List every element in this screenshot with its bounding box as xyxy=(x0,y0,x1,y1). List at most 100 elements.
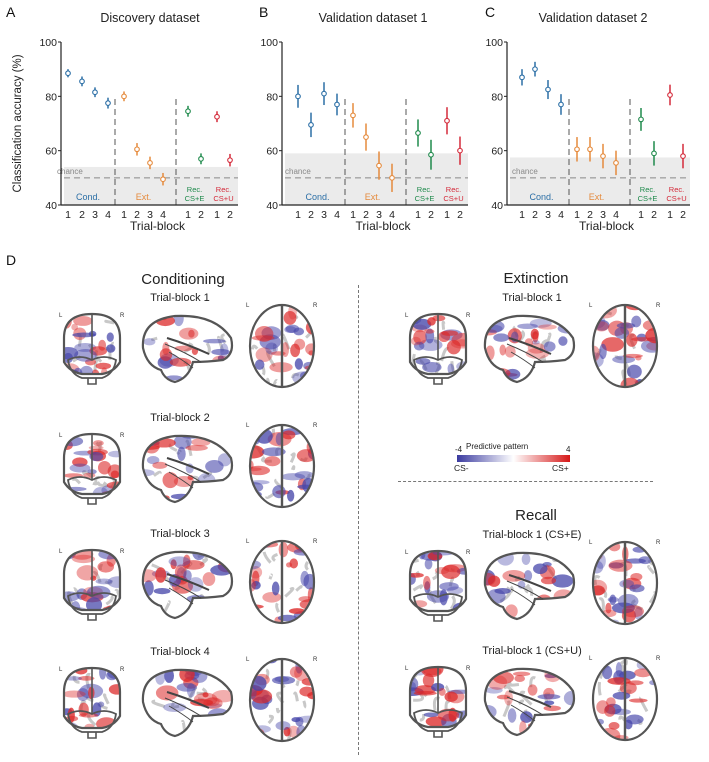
activation-blob-cs-minus xyxy=(439,582,459,591)
gyrus-outline xyxy=(104,319,115,325)
orientation-right-label: R xyxy=(656,656,661,662)
gyrus-outline xyxy=(275,707,281,714)
data-point xyxy=(350,112,356,119)
brainstem-outline xyxy=(87,732,97,739)
activation-blob-cs-plus xyxy=(179,669,195,682)
chart-title: Discovery dataset xyxy=(100,11,200,25)
section-divider-horizontal xyxy=(398,481,653,482)
activation-blob-cs-plus xyxy=(188,329,195,338)
activation-blob-cs-plus xyxy=(290,343,301,358)
brain-sagittal-view xyxy=(483,314,576,384)
activation-blob-cs-minus xyxy=(80,365,93,374)
gyrus-outline xyxy=(67,591,74,605)
activation-blob-cs-plus xyxy=(499,344,506,356)
gyrus-outline xyxy=(432,570,439,581)
gyrus-outline xyxy=(441,320,446,330)
activation-blob-cs-plus xyxy=(622,353,643,358)
x-tick-label: 2 xyxy=(587,209,593,221)
colorbar-gradient xyxy=(457,455,570,462)
group-label: CS+U xyxy=(213,194,233,203)
cerebellum-outline xyxy=(67,476,117,499)
group-label: Rec. xyxy=(187,185,202,194)
activation-blob-cs-plus xyxy=(196,721,217,737)
activation-blob-cs-minus xyxy=(284,326,297,333)
brainstem-outline xyxy=(87,614,97,621)
activation-blob-cs-minus xyxy=(107,576,120,588)
x-tick-label: 2 xyxy=(457,209,463,221)
activation-blob-cs-plus xyxy=(533,602,557,609)
brainstem-outline xyxy=(433,731,443,738)
panel-letter-b: B xyxy=(259,4,269,20)
brain-outline xyxy=(408,665,468,729)
orientation-left-label: L xyxy=(246,303,250,309)
activation-blob-cs-minus xyxy=(424,558,433,570)
x-tick-label: 1 xyxy=(121,209,127,221)
x-tick-label: 1 xyxy=(350,209,356,221)
activation-blob-cs-minus xyxy=(144,729,157,737)
x-tick-label: 1 xyxy=(65,209,71,221)
activation-blob-cs-plus xyxy=(557,726,566,735)
activation-blob-cs-minus xyxy=(558,336,568,346)
x-tick-label: 3 xyxy=(545,209,551,221)
orientation-right-label: R xyxy=(120,549,125,555)
gyrus-outline xyxy=(221,721,227,730)
data-point xyxy=(65,70,71,77)
activation-blob-cs-minus xyxy=(531,340,540,345)
group-label: CS+U xyxy=(666,194,686,203)
gyrus-outline xyxy=(72,675,80,684)
activation-blob-cs-plus xyxy=(422,673,435,688)
brain-outline xyxy=(62,432,122,496)
activation-blob-cs-minus xyxy=(143,338,156,346)
gyrus-outline xyxy=(92,481,101,486)
cerebellum-outline xyxy=(67,592,117,615)
gyrus-outline xyxy=(597,681,602,696)
activation-blob-cs-minus xyxy=(447,363,455,374)
orientation-left-label: L xyxy=(405,550,409,556)
section-divider-vertical xyxy=(358,285,359,755)
chart-discovery: Discovery dataset chance 40 60 80 100 Classifi… xyxy=(12,11,238,233)
cerebellum-outline xyxy=(67,710,117,733)
activation-blob-cs-plus xyxy=(278,541,289,558)
activation-blob-cs-minus xyxy=(422,362,442,373)
activation-blob-cs-plus xyxy=(271,351,286,356)
activation-blob-cs-plus xyxy=(413,329,427,345)
activation-blob-cs-minus xyxy=(559,603,575,612)
group-label: Rec. xyxy=(417,185,432,194)
activation-blob-cs-minus xyxy=(602,665,613,680)
activation-blob-cs-minus xyxy=(217,453,232,467)
data-point xyxy=(295,93,301,100)
activation-blob-cs-minus xyxy=(634,606,643,620)
group-label: Rec. xyxy=(446,185,461,194)
x-tick-label: 2 xyxy=(308,209,314,221)
brainstem-outline xyxy=(87,498,97,505)
data-point xyxy=(680,153,686,159)
brain-outline xyxy=(62,312,122,376)
data-point xyxy=(574,146,580,153)
x-tick-label: 1 xyxy=(667,209,673,221)
activation-blob-cs-minus xyxy=(563,690,575,706)
activation-blob-cs-minus xyxy=(548,552,571,561)
data-point xyxy=(214,113,220,120)
data-point xyxy=(227,157,233,164)
data-point xyxy=(600,153,606,159)
activation-blob-cs-plus xyxy=(512,671,531,677)
activation-blob-cs-plus xyxy=(209,669,233,677)
activation-blob-cs-minus xyxy=(520,711,533,723)
data-point xyxy=(92,89,98,96)
x-tick-label: 2 xyxy=(198,209,204,221)
activation-blob-cs-minus xyxy=(211,348,231,356)
data-point xyxy=(457,147,463,154)
activation-blob-cs-minus xyxy=(261,447,286,457)
activation-blob-cs-plus xyxy=(630,572,643,581)
sylvian-fissure xyxy=(508,337,552,355)
activation-blob-cs-plus xyxy=(530,328,539,340)
gyrus-outline xyxy=(271,553,278,562)
orientation-left-label: L xyxy=(405,313,409,319)
x-tick-label: 2 xyxy=(363,209,369,221)
colorbar-min-value: -4 xyxy=(455,445,463,454)
activation-blob-cs-plus xyxy=(438,687,446,696)
